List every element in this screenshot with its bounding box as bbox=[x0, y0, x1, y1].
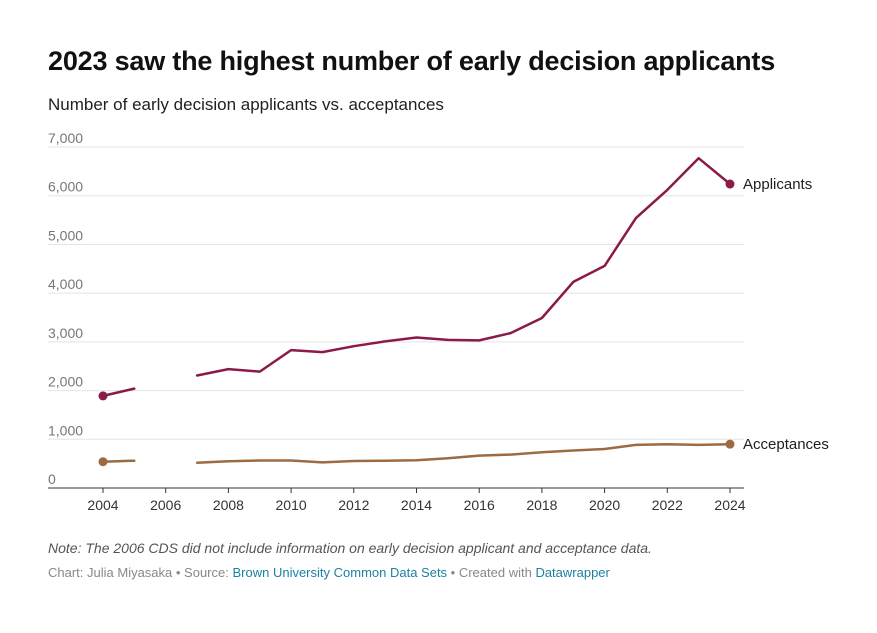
chart-title: 2023 saw the highest number of early dec… bbox=[48, 46, 776, 76]
x-tick-label: 2006 bbox=[150, 497, 181, 513]
applicants-marker bbox=[725, 179, 735, 189]
acceptances-marker bbox=[725, 439, 735, 449]
applicants-marker bbox=[98, 391, 108, 401]
y-tick-label: 6,000 bbox=[48, 179, 83, 195]
chart-subtitle: Number of early decision applicants vs. … bbox=[48, 95, 444, 114]
x-tick-label: 2010 bbox=[276, 497, 307, 513]
applicants-series-label: Applicants bbox=[743, 176, 812, 193]
y-tick-label: 1,000 bbox=[48, 422, 83, 438]
chart-footer: Chart: Julia Miyasaka • Source: Brown Un… bbox=[48, 565, 610, 580]
source-link[interactable]: Brown University Common Data Sets bbox=[232, 565, 448, 580]
y-tick-label: 5,000 bbox=[48, 227, 83, 243]
y-tick-label: 2,000 bbox=[48, 374, 83, 390]
datawrapper-link[interactable]: Datawrapper bbox=[535, 565, 610, 580]
acceptances-marker bbox=[98, 457, 108, 467]
y-tick-label: 7,000 bbox=[48, 130, 83, 146]
x-tick-label: 2004 bbox=[87, 497, 118, 513]
x-tick-label: 2014 bbox=[401, 497, 432, 513]
x-tick-label: 2024 bbox=[714, 497, 745, 513]
acceptances-series-label: Acceptances bbox=[743, 436, 829, 453]
x-tick-label: 2016 bbox=[464, 497, 495, 513]
chart-byline: Chart: Julia Miyasaka bbox=[48, 565, 173, 580]
applicants-line bbox=[101, 156, 732, 398]
x-tick-label: 2008 bbox=[213, 497, 244, 513]
x-tick-label: 2022 bbox=[652, 497, 683, 513]
y-tick-label: 3,000 bbox=[48, 325, 83, 341]
chart-note: Note: The 2006 CDS did not include infor… bbox=[48, 540, 652, 556]
x-tick-label: 2020 bbox=[589, 497, 620, 513]
acceptances-line bbox=[101, 442, 732, 464]
y-tick-label: 4,000 bbox=[48, 276, 83, 292]
source-prefix: • Source: bbox=[172, 565, 233, 580]
created-prefix: • Created with bbox=[447, 565, 536, 580]
x-tick-label: 2012 bbox=[338, 497, 369, 513]
y-tick-label: 0 bbox=[48, 471, 56, 487]
x-tick-label: 2018 bbox=[526, 497, 557, 513]
